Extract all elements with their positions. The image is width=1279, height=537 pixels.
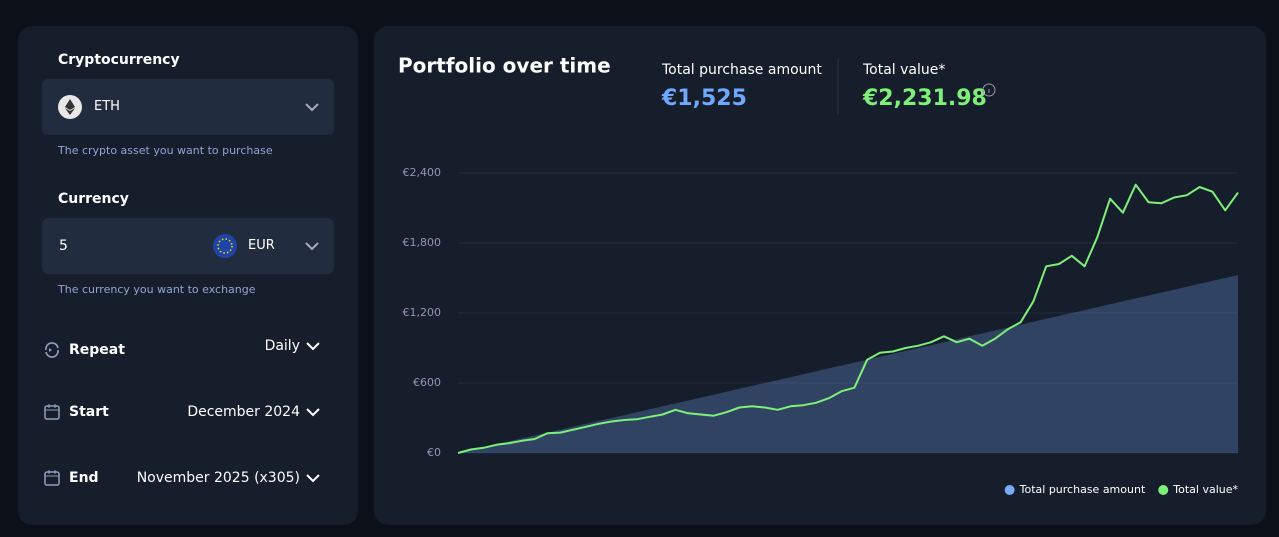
settings-panel: Cryptocurrency ETH The crypto asset you … [18, 26, 358, 525]
y-tick-label: €1,800 [403, 236, 442, 249]
repeat-icon [45, 342, 59, 358]
legend-dot [1004, 485, 1015, 495]
chevron [305, 242, 319, 251]
repeat-label: Repeat [69, 342, 125, 358]
chevron [306, 342, 320, 351]
currency-help: The currency you want to exchange [58, 283, 256, 296]
chart-panel: Portfolio over time Total purchase amoun… [374, 26, 1266, 525]
start-label: Start [69, 404, 109, 420]
y-tick-label: €1,200 [403, 306, 442, 319]
currency-input[interactable]: 5 EUR [42, 218, 334, 274]
crypto-label: Cryptocurrency [58, 52, 180, 68]
calendar-icon [44, 470, 60, 486]
crypto-value: ETH [94, 99, 120, 114]
chevron [306, 474, 320, 483]
start-value[interactable]: December 2024 [187, 404, 300, 420]
end-label: End [69, 470, 99, 486]
legend-dot [1158, 485, 1169, 495]
amount: 5 [59, 238, 68, 254]
total-value: €2,231.98 [862, 86, 987, 111]
legend-label: Total value* [1172, 483, 1238, 496]
crypto-select[interactable]: ETH [42, 79, 334, 135]
info-icon[interactable] [982, 83, 996, 97]
chart-title: Portfolio over time [398, 54, 611, 78]
total-label: Total value* [862, 62, 945, 78]
calendar-icon [44, 404, 60, 420]
purchase-label: Total purchase amount [661, 62, 822, 78]
legend-label: Total purchase amount [1019, 483, 1146, 496]
repeat-value[interactable]: Daily [264, 338, 300, 354]
y-tick-label: €0 [427, 446, 441, 459]
crypto-help: The crypto asset you want to purchase [58, 144, 273, 157]
area [458, 275, 1238, 453]
y-tick-label: €600 [413, 376, 441, 389]
eu-flag [213, 234, 237, 258]
eth-icon [58, 95, 82, 119]
chevron [306, 408, 320, 417]
chart: Portfolio over time Total purchase amoun… [398, 54, 1239, 496]
currency-label: Currency [58, 191, 129, 207]
end-value[interactable]: November 2025 (x305) [136, 470, 300, 486]
line [457, 183, 1239, 454]
currency-value: EUR [248, 238, 275, 253]
y-tick-label: €2,400 [403, 166, 442, 179]
purchase-value: €1,525 [661, 86, 747, 111]
chevron [305, 103, 319, 112]
